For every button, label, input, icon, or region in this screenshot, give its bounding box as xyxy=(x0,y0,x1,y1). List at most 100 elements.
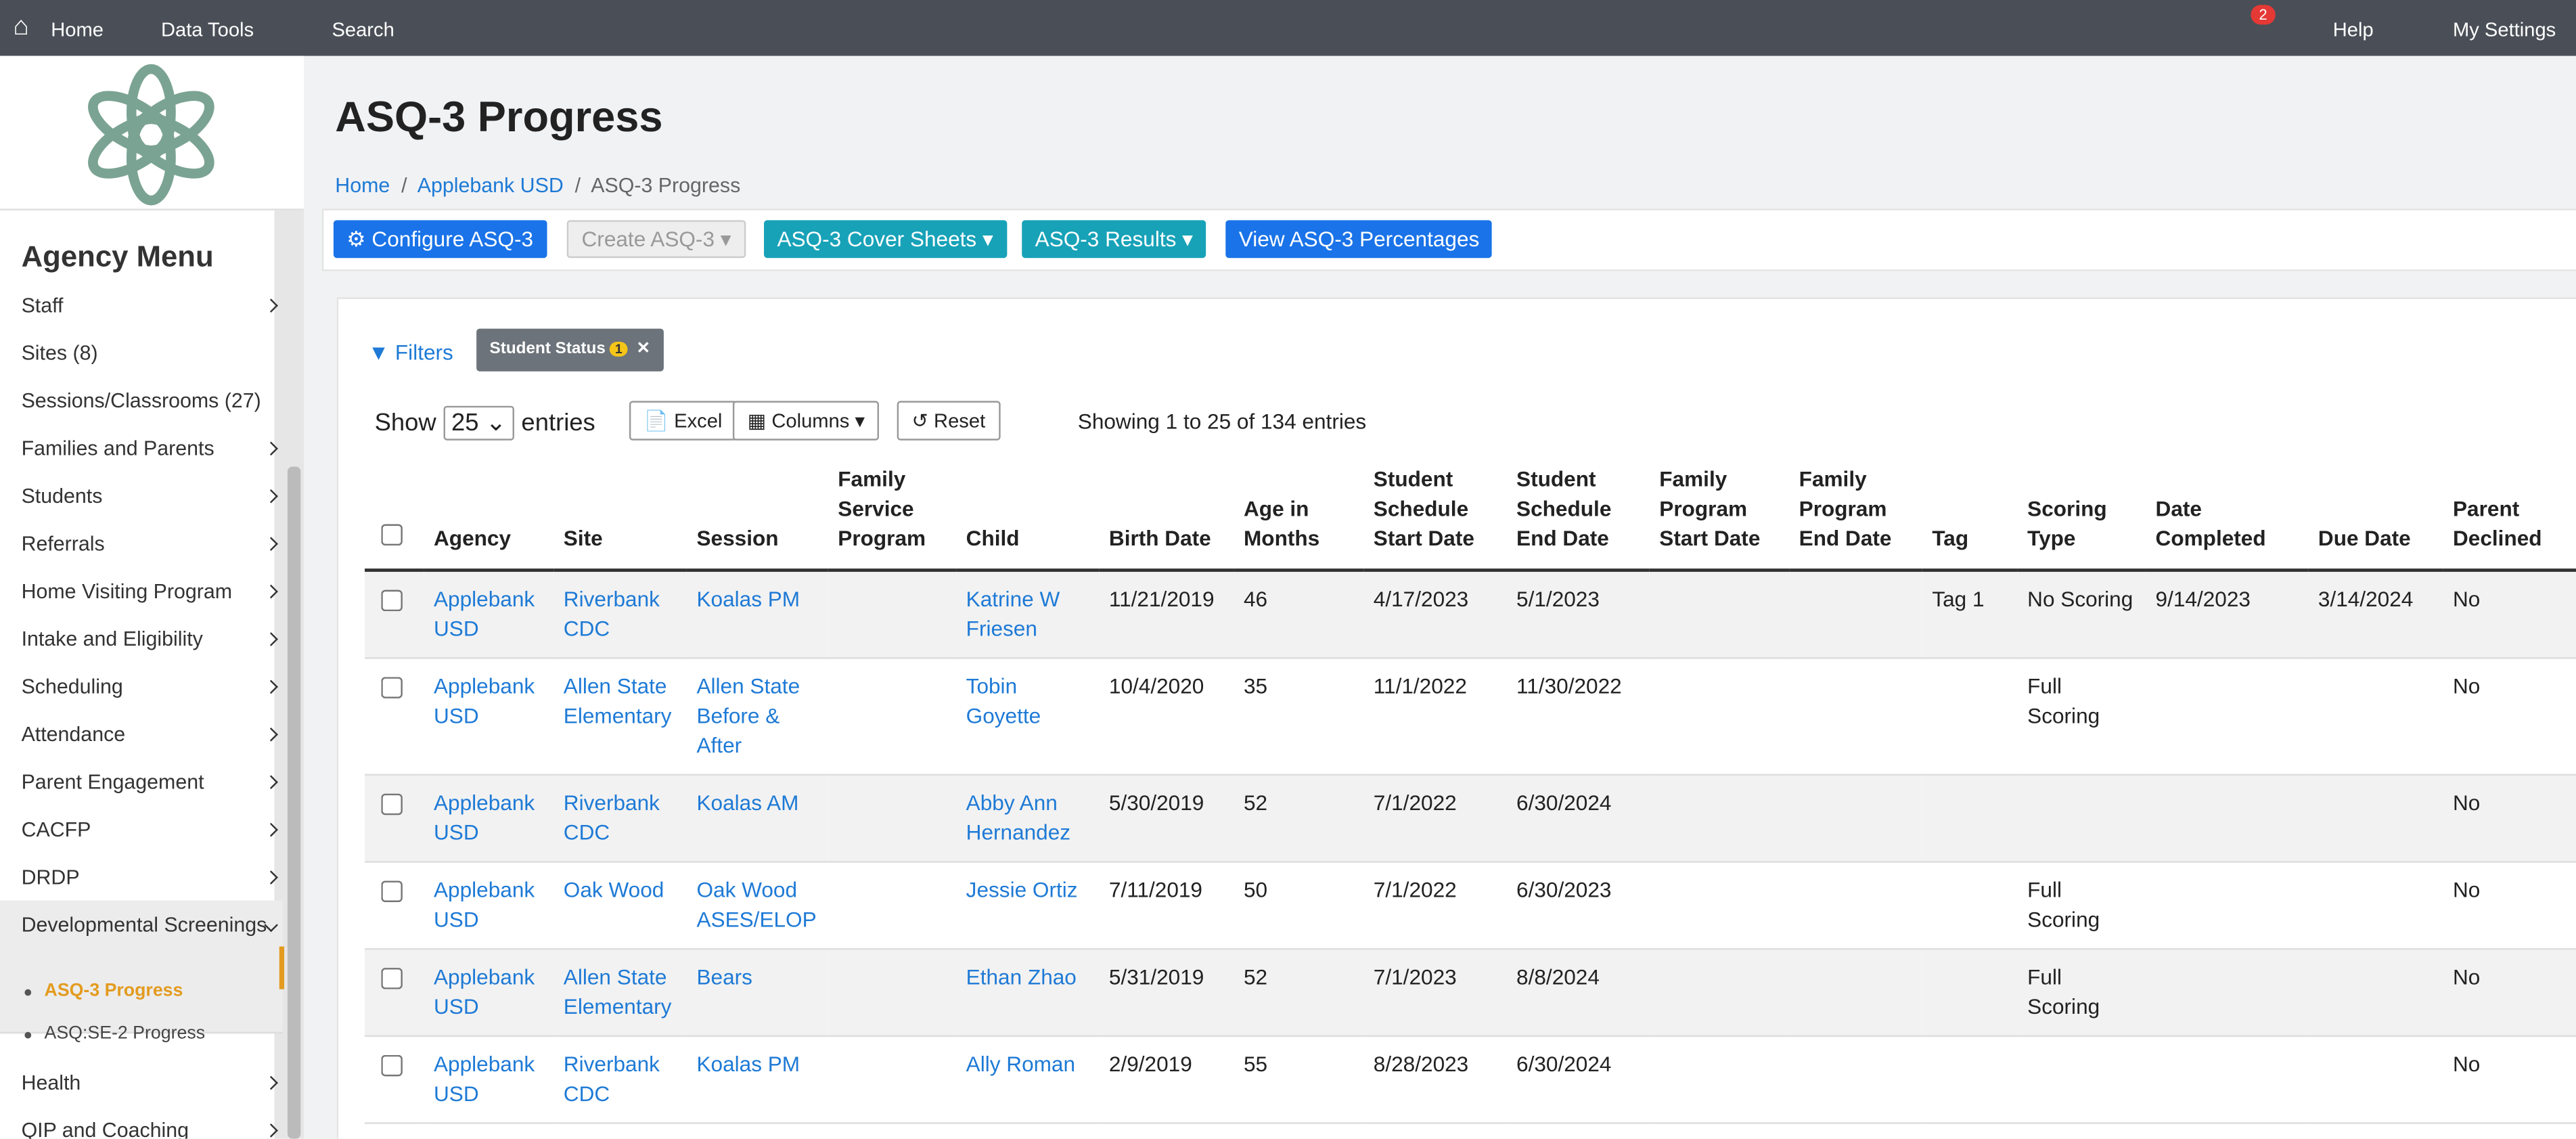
row-checkbox[interactable] xyxy=(381,1054,403,1077)
submenu-item[interactable]: ASQ-3 Progress xyxy=(44,981,183,1001)
cell-link[interactable]: Oak Wood ASES/ELOP xyxy=(696,877,817,932)
cell-link[interactable]: Applebank USD xyxy=(433,673,535,728)
row-checkbox[interactable] xyxy=(381,677,403,698)
cell-text: 7/1/2023 xyxy=(1373,964,1457,989)
nav-help[interactable]: Help xyxy=(2332,18,2374,41)
toolbar-button[interactable]: ⚙ Configure ASQ-3 xyxy=(333,220,547,259)
column-header[interactable]: Birth Date xyxy=(1099,465,1234,572)
nav-home[interactable]: Home xyxy=(51,18,104,41)
excel-button[interactable]: 📄 Excel xyxy=(629,401,738,441)
column-header[interactable]: Tag xyxy=(1922,465,2018,572)
row-checkbox[interactable] xyxy=(381,589,403,612)
cell-link[interactable]: Applebank USD xyxy=(433,877,535,932)
nav-data-tools[interactable]: Data Tools xyxy=(160,18,254,41)
cell-link[interactable]: Jessie Ortiz xyxy=(966,877,1078,902)
table-row: Applebank USD Riverbank CDC Koalas PM Ally … xyxy=(365,1035,2576,1124)
cell-link[interactable]: Applebank USD xyxy=(433,586,535,641)
cell-link[interactable]: Abby Ann Hernandez xyxy=(966,790,1071,845)
row-checkbox[interactable] xyxy=(381,880,403,902)
cell-link[interactable]: Bears xyxy=(696,964,752,989)
menu-item[interactable]: Parent Engagement xyxy=(21,770,204,794)
cell-link[interactable]: Applebank USD xyxy=(433,964,535,1019)
cell-link[interactable]: Applebank USD xyxy=(433,790,535,845)
length-select[interactable]: 25 ⌄ xyxy=(443,405,515,441)
toolbar-button[interactable]: View ASQ-3 Percentages xyxy=(1225,220,1493,259)
crumb[interactable]: Applebank USD xyxy=(417,174,564,198)
cell-link[interactable]: Allen State Elementary xyxy=(563,673,672,728)
menu-item[interactable]: Scheduling xyxy=(21,675,123,698)
mail-badge: 2 xyxy=(2251,5,2276,25)
nav-search[interactable]: Search xyxy=(332,18,394,41)
cell-link[interactable]: Riverbank CDC xyxy=(563,1051,660,1107)
column-header[interactable]: Parent Declined xyxy=(2443,465,2576,572)
row-select xyxy=(365,774,424,863)
cell-link[interactable]: Applebank USD xyxy=(433,1051,535,1107)
cell-link[interactable]: Riverbank CDC xyxy=(563,790,660,845)
cell: 8/28/2023 xyxy=(1363,1035,1507,1124)
cell-link[interactable]: Allen State Elementary xyxy=(563,964,672,1019)
filters-link[interactable]: ▼ Filters xyxy=(367,340,453,365)
column-header[interactable]: Family Program End Date xyxy=(1789,465,1922,572)
column-header[interactable]: Scoring Type xyxy=(2017,465,2146,572)
cell-text: 35 xyxy=(1243,673,1268,698)
cell: Applebank USD xyxy=(424,774,554,863)
menu-item[interactable]: Referrals xyxy=(21,532,105,556)
cell-link[interactable]: Ethan Zhao xyxy=(966,964,1077,989)
cell: 46 xyxy=(1234,570,1364,659)
column-header[interactable]: Child xyxy=(956,465,1100,572)
toolbar-button[interactable]: ASQ-3 Results ▾ xyxy=(1022,220,1206,259)
cell-link[interactable]: Allen State Before & After xyxy=(696,673,800,758)
cell: Riverbank CDC xyxy=(553,570,687,659)
column-header[interactable]: Site xyxy=(553,465,687,572)
menu-item[interactable]: Developmental Screenings xyxy=(21,913,267,937)
column-header[interactable]: Due Date xyxy=(2308,465,2443,572)
row-checkbox[interactable] xyxy=(381,968,403,989)
cell: No Scoring xyxy=(2017,570,2146,659)
columns-button[interactable]: ▦ Columns ▾ xyxy=(732,401,880,441)
cell-link[interactable]: Ally Roman xyxy=(966,1051,1076,1077)
menu-item[interactable]: Sites (8) xyxy=(21,342,98,365)
menu-item[interactable]: QIP and Coaching xyxy=(21,1119,189,1139)
column-header[interactable]: Date Completed xyxy=(2145,465,2309,572)
column-header[interactable]: Session xyxy=(686,465,828,572)
cell-text: No xyxy=(2453,790,2481,816)
cell-link[interactable]: Tobin Goyette xyxy=(966,673,1041,728)
row-checkbox[interactable] xyxy=(381,793,403,816)
cell-link[interactable]: Oak Wood xyxy=(563,877,664,902)
toolbar-button[interactable]: ASQ-3 Cover Sheets ▾ xyxy=(764,220,1007,259)
column-header[interactable]: Student Schedule Start Date xyxy=(1363,465,1507,572)
menu-item[interactable]: CACFP xyxy=(21,818,91,842)
cell-text: 52 xyxy=(1243,790,1268,816)
reset-button[interactable]: ↺ Reset xyxy=(897,401,1001,441)
crumb[interactable]: Home xyxy=(335,174,390,198)
menu-item[interactable]: DRDP xyxy=(21,866,80,889)
cell xyxy=(1922,774,2018,863)
menu-item[interactable]: Attendance xyxy=(21,723,126,746)
cell xyxy=(1649,1035,1790,1124)
column-header[interactable]: Student Schedule End Date xyxy=(1506,465,1650,572)
cell-link[interactable]: Katrine W Friesen xyxy=(966,586,1060,641)
nav-settings[interactable]: My Settings xyxy=(2453,18,2556,41)
cell-link[interactable]: Koalas PM xyxy=(696,586,800,612)
length-control: Show 25 ⌄ entries xyxy=(375,405,595,441)
column-header[interactable]: Family Service Program xyxy=(828,465,957,572)
cell-link[interactable]: Riverbank CDC xyxy=(563,586,660,641)
menu-item[interactable]: Intake and Eligibility xyxy=(21,627,203,651)
cell-link[interactable]: Koalas PM xyxy=(696,1051,800,1077)
filter-chip[interactable]: Student Status 1 ✕ xyxy=(476,328,664,372)
column-header[interactable]: Age in Months xyxy=(1234,465,1364,572)
menu-item[interactable]: Home Visiting Program xyxy=(21,580,233,604)
menu-item[interactable]: Health xyxy=(21,1071,81,1095)
column-header[interactable]: Agency xyxy=(424,465,554,572)
select-all-checkbox[interactable] xyxy=(381,524,403,546)
submenu-item[interactable]: ASQ:SE-2 Progress xyxy=(44,1023,206,1044)
menu-item[interactable]: Staff xyxy=(21,294,64,317)
cell-link[interactable]: Koalas AM xyxy=(696,790,799,816)
column-header[interactable]: Family Program Start Date xyxy=(1649,465,1790,572)
cell: Riverbank CDC xyxy=(553,1035,687,1124)
cell xyxy=(2145,949,2309,1037)
menu-item[interactable]: Students xyxy=(21,485,103,508)
cell xyxy=(1789,949,1922,1037)
menu-item[interactable]: Sessions/Classrooms (27) xyxy=(21,389,261,413)
menu-item[interactable]: Families and Parents xyxy=(21,437,214,460)
